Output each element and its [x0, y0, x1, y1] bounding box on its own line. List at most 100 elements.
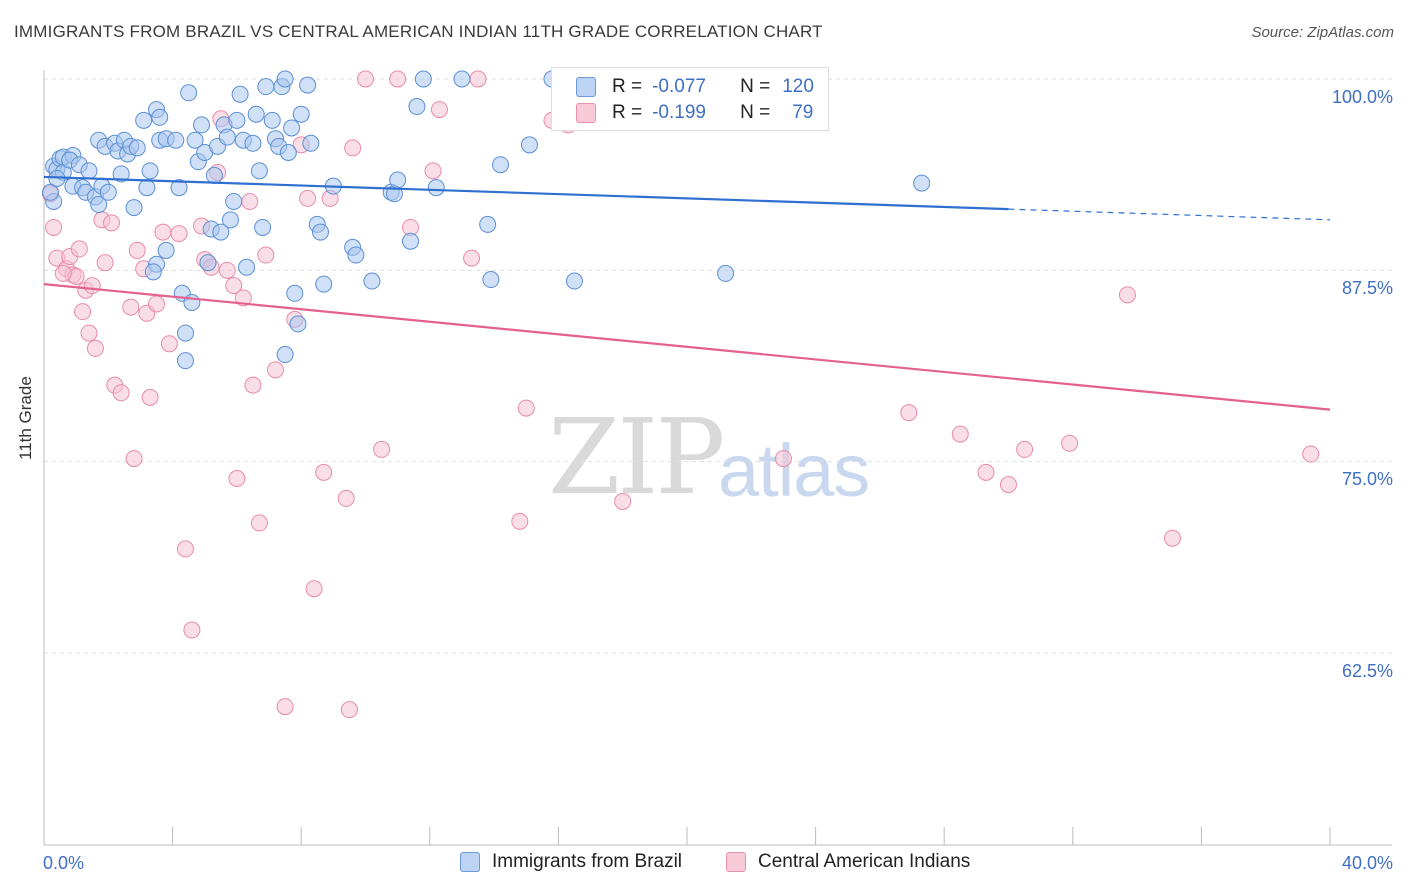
data-point: [276, 346, 294, 364]
data-point: [402, 232, 420, 250]
data-point: [225, 192, 243, 210]
data-point: [54, 264, 72, 282]
data-point: [138, 179, 156, 197]
data-point: [424, 162, 442, 180]
legend-n-value: 79: [792, 102, 814, 123]
data-point: [125, 199, 143, 217]
data-point: [482, 271, 500, 289]
data-point: [614, 492, 632, 510]
data-point: [151, 108, 169, 126]
data-point: [453, 70, 471, 88]
data-point: [170, 179, 188, 197]
data-point: [205, 166, 223, 184]
data-point: [263, 111, 281, 129]
chart-title: IMMIGRANTS FROM BRAZIL VS CENTRAL AMERIC…: [14, 22, 823, 41]
data-point: [276, 70, 294, 88]
data-point: [479, 215, 497, 233]
data-point: [302, 134, 320, 152]
y-tick-label: 87.5%: [1341, 278, 1393, 298]
data-point: [74, 303, 92, 321]
data-point: [305, 580, 323, 598]
data-point: [427, 179, 445, 197]
data-point: [167, 131, 185, 149]
data-point: [141, 388, 159, 406]
series-central-american-indians: [41, 70, 1320, 719]
legend-r-label: R =: [612, 102, 643, 123]
data-point: [520, 136, 538, 154]
data-point: [212, 223, 230, 241]
data-point: [186, 131, 204, 149]
data-point: [1118, 286, 1136, 304]
data-point: [469, 70, 487, 88]
data-point: [122, 298, 140, 316]
data-point: [492, 156, 510, 174]
data-point: [176, 324, 194, 342]
data-point: [45, 218, 63, 236]
data-point: [774, 450, 792, 468]
data-point: [951, 425, 969, 443]
bottom-legend-brazil: Immigrants from Brazil: [460, 851, 682, 873]
data-point: [414, 70, 432, 88]
series-immigrants-from-brazil: [41, 70, 931, 370]
data-point: [99, 183, 117, 201]
data-point: [389, 70, 407, 88]
data-point: [565, 272, 583, 290]
watermark-zip: ZIP: [548, 396, 725, 518]
legend-n-label: N =: [740, 102, 771, 123]
data-point: [112, 165, 130, 183]
data-point: [347, 246, 365, 264]
data-point: [183, 621, 201, 639]
data-point: [112, 384, 130, 402]
data-point: [292, 105, 310, 123]
legend-n-value: 120: [782, 76, 814, 97]
data-point: [340, 701, 358, 719]
data-point: [900, 404, 918, 422]
data-point: [517, 399, 535, 417]
data-point: [430, 101, 448, 119]
data-point: [363, 272, 381, 290]
data-point: [977, 463, 995, 481]
data-point: [228, 111, 246, 129]
data-point: [231, 85, 249, 103]
data-point: [80, 162, 98, 180]
data-point: [717, 264, 735, 282]
data-point: [83, 277, 101, 295]
data-point: [254, 218, 272, 236]
data-point: [41, 183, 59, 201]
data-point: [70, 240, 88, 258]
legend-n-label: N =: [740, 76, 771, 97]
data-point: [170, 225, 188, 243]
data-point: [90, 196, 108, 214]
data-point: [135, 111, 153, 129]
data-point: [244, 376, 262, 394]
x-tick-label-right: 40.0%: [1341, 853, 1393, 873]
bottom-legend-swatch-blue: [460, 852, 480, 872]
data-point: [141, 162, 159, 180]
data-point: [238, 258, 256, 276]
data-point: [250, 162, 268, 180]
y-axis-label: 11th Grade: [16, 376, 35, 460]
data-point: [266, 361, 284, 379]
y-tick-label: 62.5%: [1341, 661, 1393, 681]
data-point: [234, 289, 252, 307]
data-point: [193, 116, 211, 134]
data-point: [1302, 445, 1320, 463]
data-point: [344, 139, 362, 157]
data-point: [160, 335, 178, 353]
data-point: [218, 261, 236, 279]
data-point: [1163, 529, 1181, 547]
data-point: [244, 134, 262, 152]
data-point: [154, 223, 172, 241]
data-point: [511, 512, 529, 530]
data-point: [144, 263, 162, 281]
data-point: [299, 189, 317, 207]
trend-line: [43, 175, 1009, 211]
data-point: [86, 339, 104, 357]
data-point: [1000, 476, 1017, 494]
data-point: [299, 76, 317, 94]
data-point: [148, 295, 166, 313]
data-point: [286, 284, 304, 302]
bottom-legend-central-american: Central American Indians: [726, 851, 970, 873]
data-point: [176, 352, 194, 370]
trend-line-extension: [1008, 208, 1331, 221]
